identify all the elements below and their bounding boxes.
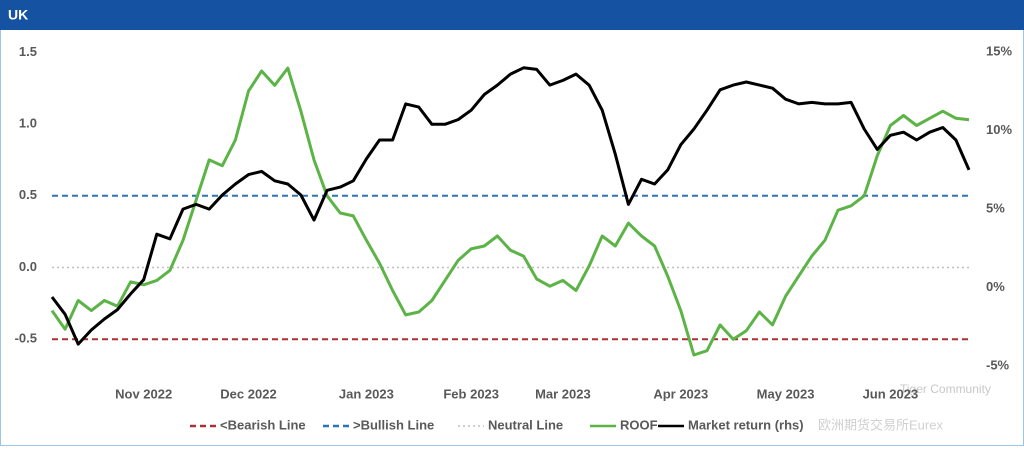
tick-label: 0.0 bbox=[19, 259, 37, 274]
x-tick-label: Dec 2022 bbox=[220, 386, 276, 401]
chart-title: UK bbox=[8, 7, 28, 23]
tick-label: -0.5 bbox=[15, 331, 37, 346]
legend-label: ROOF bbox=[620, 417, 658, 432]
legend-label: Market return (rhs) bbox=[688, 417, 804, 432]
x-tick-label: Nov 2022 bbox=[115, 386, 172, 401]
x-tick-label: Feb 2023 bbox=[443, 386, 499, 401]
tick-label: 1.0 bbox=[19, 116, 37, 131]
x-tick-label: Apr 2023 bbox=[653, 386, 708, 401]
series-line bbox=[50, 66, 971, 346]
tick-label: 1.5 bbox=[19, 44, 37, 59]
tick-label: 5% bbox=[986, 201, 1005, 216]
watermark: Tiger Community bbox=[900, 382, 991, 396]
legend-label: >Bullish Line bbox=[353, 417, 434, 432]
x-tick-label: Mar 2023 bbox=[535, 386, 591, 401]
tick-label: 0.5 bbox=[19, 187, 37, 202]
x-tick-label: Jun 2023 bbox=[863, 386, 919, 401]
x-tick-label: Jan 2023 bbox=[339, 386, 394, 401]
tick-label: 15% bbox=[986, 44, 1012, 59]
header-bar bbox=[0, 0, 1024, 30]
tick-label: 10% bbox=[986, 122, 1012, 137]
x-tick-label: May 2023 bbox=[757, 386, 815, 401]
legend-label: <Bearish Line bbox=[220, 417, 306, 432]
tick-label: 0% bbox=[986, 279, 1005, 294]
watermark: 欧洲期货交易所Eurex bbox=[818, 417, 943, 432]
legend-label: Neutral Line bbox=[488, 417, 563, 432]
tick-label: -5% bbox=[986, 358, 1010, 373]
series-line bbox=[50, 66, 970, 357]
